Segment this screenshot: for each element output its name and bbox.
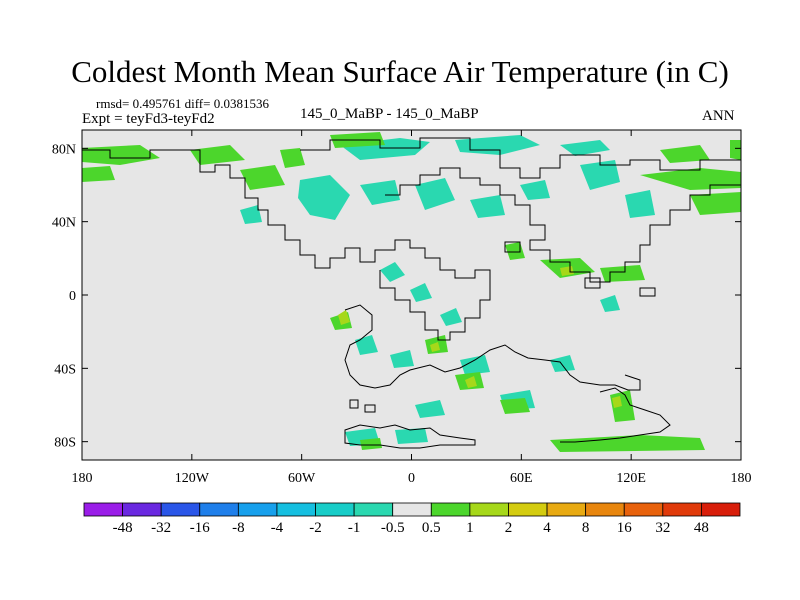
lon-label: 180 [731,471,752,486]
period-comparison-label: 145_0_MaBP - 145_0_MaBP [300,106,479,122]
north-america-eurasia-outline [82,149,491,341]
colorbar-swatch [83,502,123,517]
colorbar-swatch [701,502,741,517]
latitude-axis: 80N 40N 0 40S 80S [52,142,741,451]
colorbar-swatch [392,502,432,517]
colorbar-swatch [353,502,394,517]
gondwana-east-outline [560,387,671,443]
eurasia-north-outline [300,137,741,179]
rmsd-diff-stats: rmsd= 0.495761 diff= 0.0381536 [96,96,269,111]
colorbar-label: 16 [617,520,633,536]
colorbar: -48 -32 -16 -8 -4 -2 -1 -0.5 0.5 1 2 4 8 16 32 48 [83,502,741,536]
asia-east-outline [385,167,741,283]
colorbar-label: 0.5 [422,520,441,536]
colorbar-label: 8 [582,520,590,536]
lat-label: 80S [54,436,76,451]
colorbar-label: -16 [190,520,210,536]
continent-outlines [82,137,741,449]
island-outline-1 [504,241,521,253]
colorbar-swatch [508,502,548,517]
island-outline-3 [349,399,359,409]
lon-label: 120W [175,471,210,486]
lon-label: 60E [510,471,533,486]
lat-label: 40N [52,216,76,231]
colorbar-label: 32 [655,520,670,536]
colorbar-label: 2 [505,520,513,536]
map-background [82,130,741,460]
colorbar-label: 1 [466,520,474,536]
colorbar-swatch [315,502,355,517]
colorbar-swatch [237,502,278,517]
longitude-axis: 180 120W 60W 0 60E 120E 180 [72,130,752,486]
colorbar-label: -4 [271,520,284,536]
africa-southamerica-outline [344,304,641,391]
colorbar-label: -32 [151,520,171,536]
island-outline-2 [584,277,601,289]
lon-label: 60W [288,471,316,486]
season-label: ANN [702,108,735,124]
map-title: Coldest Month Mean Surface Air Temperatu… [71,54,729,89]
lon-label: 180 [72,471,93,486]
lon-label: 0 [408,471,415,486]
colorbar-label: 4 [543,520,551,536]
colorbar-swatch [469,502,509,517]
lat-label: 80N [52,142,76,157]
island-outline-5 [639,287,656,297]
colorbar-swatch [546,502,587,517]
experiment-label: Expt = teyFd3-teyFd2 [82,111,215,127]
island-outline-4 [364,404,376,413]
colorbar-label: -48 [113,520,133,536]
colorbar-swatch [160,502,201,517]
colorbar-swatch [276,502,316,517]
colorbar-label: -1 [348,520,361,536]
lat-label: 40S [54,362,76,377]
colorbar-swatch [585,502,625,517]
warm-anomaly-patches [338,266,622,408]
lat-label: 0 [69,289,76,304]
colorbar-swatch [623,502,664,517]
southern-continent-outline [344,424,476,449]
colorbar-swatch [430,502,471,517]
lon-label: 120E [616,471,646,486]
colorbar-label: 48 [694,520,709,536]
colorbar-swatch [199,502,239,517]
colorbar-label: -0.5 [381,520,405,536]
colorbar-label: -8 [232,520,245,536]
colorbar-swatch [122,502,162,517]
colorbar-label: -2 [309,520,322,536]
colorbar-swatch [662,502,702,517]
